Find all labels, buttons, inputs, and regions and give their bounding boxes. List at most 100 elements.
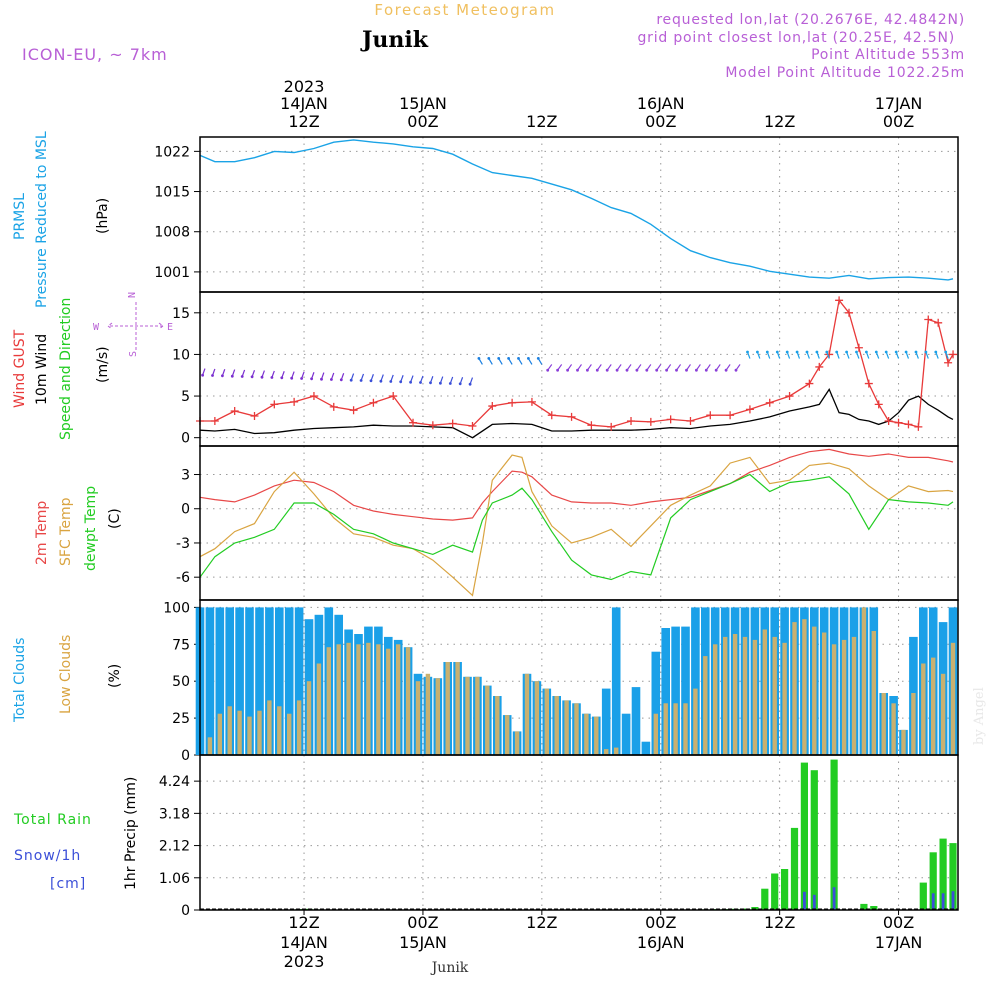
top-axis-label: 00Z xyxy=(407,112,438,131)
gust-marker xyxy=(854,343,863,352)
wind-arrow-head xyxy=(805,350,809,354)
low-cloud-bar xyxy=(227,706,232,755)
wind-arrow-head xyxy=(566,368,569,372)
wind-arrow-head xyxy=(369,379,373,383)
wind-arrow-head xyxy=(439,381,442,385)
snow-bar xyxy=(951,891,955,910)
low-cloud-bar xyxy=(891,703,896,755)
gust-marker xyxy=(904,420,913,429)
low-cloud-bar xyxy=(822,632,827,755)
top-axis-label: 12Z xyxy=(288,112,319,131)
y-tick-label: 0 xyxy=(181,431,190,447)
wind-arrow-head xyxy=(379,379,383,383)
low-cloud-bar xyxy=(802,619,807,755)
low-cloud-bar xyxy=(604,749,609,755)
wind-arrow-head xyxy=(685,368,688,372)
wind-label: 10m Wind xyxy=(34,334,50,405)
rain-bar xyxy=(790,827,799,910)
gust-marker xyxy=(508,398,517,407)
wind-arrow-head xyxy=(429,381,432,385)
wind-arrow-head xyxy=(536,357,540,360)
wind-arrow-head xyxy=(845,350,848,354)
wind-arrow-head xyxy=(795,350,799,354)
top-axis-label: 16JAN xyxy=(637,94,685,113)
low-cloud-bar xyxy=(812,626,817,755)
low-cloud-bar xyxy=(207,737,213,755)
wind-arrow-head xyxy=(240,375,244,378)
low-cloud-bar xyxy=(782,642,787,755)
temp-units: (C) xyxy=(107,508,123,529)
bottom-axis-label: 14JAN xyxy=(280,933,328,952)
gust-marker xyxy=(785,392,794,401)
total-cloud-bar xyxy=(225,607,234,755)
total-cloud-bar xyxy=(641,741,651,755)
compass-n: N xyxy=(127,292,138,298)
low-cloud-bar xyxy=(277,706,282,755)
wind-arrow-head xyxy=(904,350,908,354)
snow-cm-label: [cm] xyxy=(50,876,86,892)
total-cloud-bar xyxy=(205,607,215,755)
gust-marker xyxy=(547,411,556,420)
t2m-label: 2m Temp xyxy=(34,501,50,565)
low-cloud-bar xyxy=(851,636,857,755)
low-cloud-bar xyxy=(871,631,876,755)
wind-arrow-head xyxy=(865,350,868,354)
gust-marker xyxy=(815,362,824,371)
wind-arrow-head xyxy=(250,375,254,379)
low-cloud-bar xyxy=(425,673,431,755)
wind-arrow-head xyxy=(655,368,659,372)
dew-line xyxy=(199,473,954,581)
bottom-axis-label: 12Z xyxy=(288,913,319,932)
gust-marker xyxy=(894,418,903,427)
y-tick-label: 25 xyxy=(172,711,190,727)
low-cloud-bar xyxy=(296,700,302,755)
gust-marker xyxy=(270,400,279,409)
top-axis-label: 00Z xyxy=(645,112,676,131)
y-tick-label: 0 xyxy=(181,502,190,518)
y-tick-label: 1022 xyxy=(154,144,190,160)
low-cloud-bar xyxy=(257,710,262,755)
wind-arrow-head xyxy=(409,380,412,384)
wind-arrow-head xyxy=(497,357,501,360)
total-cloud-bar xyxy=(651,651,661,755)
y-tick-label: 75 xyxy=(172,637,190,653)
gust-marker xyxy=(706,411,715,420)
total-cloud-bar xyxy=(255,607,264,755)
wind-arrow-head xyxy=(944,350,948,354)
gust-marker xyxy=(468,422,477,431)
wind-arrow-head xyxy=(211,374,214,377)
wind-arrow-head xyxy=(527,357,530,360)
wind-arrow-head xyxy=(300,377,303,380)
low-cloud-bar xyxy=(723,636,728,755)
top-axis-label: 00Z xyxy=(883,112,914,131)
total-cloud-bar xyxy=(284,607,294,755)
wind-arrow-head xyxy=(595,368,599,372)
low-cloud-bar xyxy=(732,634,738,755)
y-tick-label: 4.24 xyxy=(159,774,190,790)
wind-arrow-head xyxy=(934,350,938,354)
bottom-axis-label: 12Z xyxy=(764,913,795,932)
total-cloud-bar xyxy=(681,626,690,755)
rain-bar xyxy=(870,906,878,910)
top-axis-label: 17JAN xyxy=(875,94,923,113)
snow-label: Snow/1h xyxy=(14,848,81,864)
low-cloud-bar xyxy=(614,747,619,755)
y-tick-label: 1001 xyxy=(154,265,190,281)
snow-bar xyxy=(803,891,806,910)
wind-arrow-head xyxy=(419,381,422,384)
wind-arrow-head xyxy=(330,378,333,381)
watermark: by Angel xyxy=(972,687,987,745)
gust-marker xyxy=(924,315,933,324)
wind-arrow-head xyxy=(399,380,403,384)
low-cloud-bar xyxy=(831,644,837,755)
top-axis-label: 12Z xyxy=(764,112,795,131)
bottom-axis-label: 00Z xyxy=(645,913,676,932)
low-cloud-bar xyxy=(267,700,272,755)
wind-arrow-head xyxy=(665,368,668,372)
total-cloud-bar xyxy=(235,607,244,755)
wind-arrow-head xyxy=(615,368,619,372)
total-cloud-bar xyxy=(631,687,641,755)
wind-arrow-head xyxy=(458,382,462,386)
